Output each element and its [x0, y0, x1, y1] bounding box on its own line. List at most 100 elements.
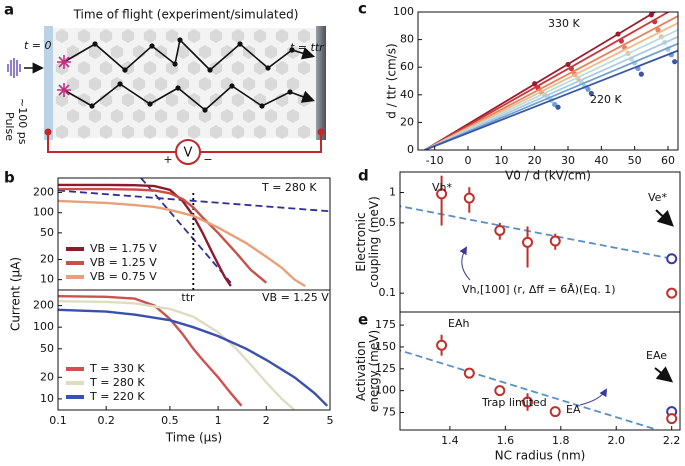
- x-tick-label: 10: [494, 154, 508, 167]
- point: [494, 385, 506, 397]
- nanocrystal: [143, 61, 157, 75]
- panel-label: c: [358, 0, 367, 18]
- y-axis-label: Electronic: [354, 212, 368, 271]
- series-line: [58, 187, 268, 284]
- point: [549, 406, 561, 418]
- point: [463, 192, 475, 204]
- nanocrystal: [231, 93, 245, 107]
- nanocrystal: [55, 125, 69, 139]
- nanocrystal: [187, 125, 201, 139]
- nanocrystal: [275, 93, 289, 107]
- point: [555, 104, 561, 110]
- nanocrystal: [209, 29, 223, 43]
- plot-frame: [417, 11, 679, 151]
- hops: [89, 37, 295, 113]
- nanocrystal: [110, 109, 124, 123]
- legend-label: T = 280 K: [89, 376, 145, 389]
- y-tick-label: 80: [400, 33, 414, 46]
- point: [585, 86, 591, 92]
- hop-site: [147, 101, 153, 107]
- annotation-arrow: [459, 246, 471, 281]
- point: [648, 12, 654, 18]
- nanocrystal: [66, 109, 80, 123]
- x-tick-label: 1.8: [552, 434, 570, 447]
- y-tick-label: 200: [33, 299, 54, 312]
- fit-line: [424, 35, 678, 150]
- y-tick-label: 1: [389, 186, 396, 199]
- nanocrystal: [143, 125, 157, 139]
- nanocrystal: [99, 29, 113, 43]
- y-tick-label: 100: [33, 206, 54, 219]
- plot-frame: [399, 311, 681, 431]
- fit-line: [424, 22, 678, 150]
- y-axis-label: d / ttr (cm/s): [385, 43, 399, 118]
- annotation: T = 280 K: [261, 181, 317, 194]
- fit-line: [424, 42, 678, 150]
- carrier-path: [63, 83, 316, 112]
- nanocrystal: [231, 125, 245, 139]
- plot-area: [58, 295, 329, 410]
- nanocrystal: [88, 109, 102, 123]
- point: [615, 31, 621, 37]
- nanocrystal: [187, 61, 201, 75]
- annotation: EAh: [448, 317, 469, 330]
- right-electrode: [316, 26, 326, 140]
- meter-label: V: [184, 146, 193, 161]
- nanocrystal: [297, 125, 311, 139]
- point: [532, 81, 538, 87]
- legend-label: VB = 1.75 V: [90, 242, 157, 255]
- plot-area: [424, 12, 678, 150]
- x-tick-label: 20: [528, 154, 542, 167]
- nanocrystal: [176, 109, 190, 123]
- y-tick-label: 125: [375, 362, 396, 375]
- y-tick-label: 75: [382, 406, 396, 419]
- y-tick-label: 10: [40, 392, 54, 405]
- nanocrystal: [55, 29, 69, 43]
- x-axis-label: V0 / d (kV/cm): [505, 169, 591, 183]
- y-axis-label: coupling (meV): [367, 196, 381, 288]
- hop-site: [122, 67, 128, 73]
- hop-site: [207, 67, 213, 73]
- nanocrystal: [209, 61, 223, 75]
- point: [672, 59, 678, 65]
- nanocrystal: [242, 77, 256, 91]
- nanocrystal: [264, 77, 278, 91]
- x-tick-label: 1.4: [441, 434, 459, 447]
- point: [436, 339, 448, 351]
- panel-label: d: [358, 167, 369, 185]
- legend-label: T = 220 K: [89, 390, 145, 403]
- series-line: [58, 295, 243, 407]
- point: [565, 61, 571, 68]
- nanocrystal: [297, 29, 311, 43]
- y-tick-label: 60: [400, 60, 414, 73]
- point: [436, 188, 448, 200]
- y-tick-label: 20: [400, 115, 414, 128]
- nanocrystal: [286, 109, 300, 123]
- nanocrystal: [286, 77, 300, 91]
- plot-area: [400, 334, 678, 430]
- contact: [317, 128, 325, 136]
- annotation: Trap limited: [481, 396, 547, 409]
- y-tick-label: 175: [375, 318, 396, 331]
- nanocrystal: [110, 77, 124, 91]
- y-tick-label: 100: [33, 320, 54, 333]
- nanocrystal: [198, 45, 212, 59]
- legend-label: T = 330 K: [89, 362, 145, 375]
- fit-line: [424, 29, 678, 150]
- x-tick-label: 1.6: [497, 434, 515, 447]
- hop-site: [177, 37, 183, 43]
- annotation: ttr: [181, 291, 195, 304]
- nanocrystal: [88, 45, 102, 59]
- series-line: [58, 300, 296, 410]
- y-tick-label: 50: [40, 226, 54, 239]
- pulse-label: ~100 ps: [16, 98, 29, 145]
- excitation: [57, 55, 71, 97]
- point: [655, 27, 661, 33]
- nanocrystal: [165, 93, 179, 107]
- y-tick-label: 20: [40, 252, 54, 265]
- reference-line: [400, 205, 672, 260]
- x-tick-label: 5: [327, 414, 334, 427]
- nanocrystal: [209, 125, 223, 139]
- nanocrystal: [121, 93, 135, 107]
